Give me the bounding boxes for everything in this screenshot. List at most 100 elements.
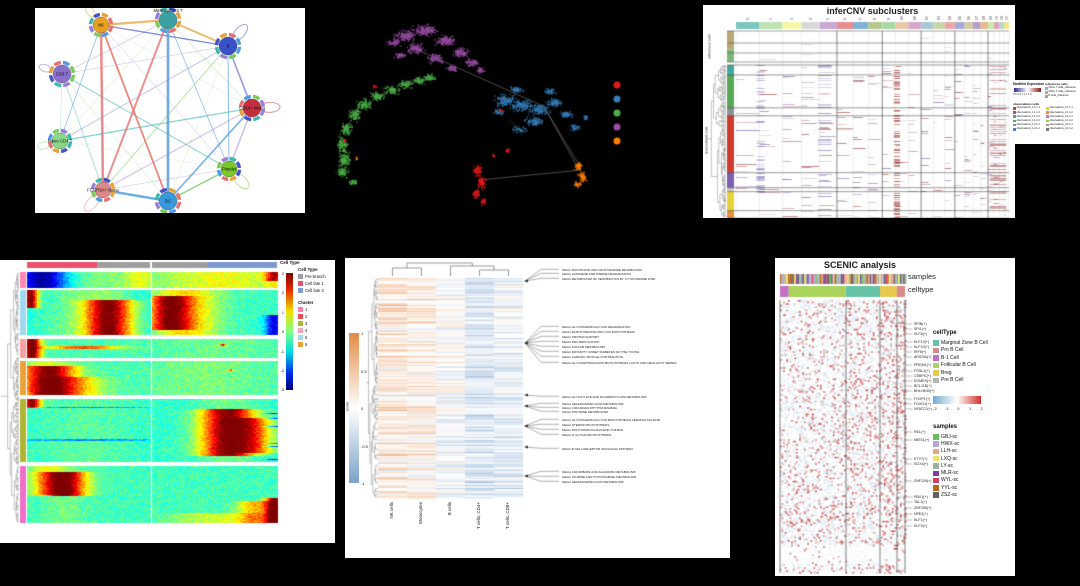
scenic-regulon-label: BHLHE40(+) <box>914 389 935 393</box>
panel-gsva-heatmap: score 1 0.5 0 -0.5 -1 NK cells Monocytes B cel… <box>345 258 730 558</box>
pseudotime-cluster-legend-item: 1 <box>305 306 308 312</box>
legend-swatch <box>298 342 303 347</box>
legend-swatch <box>298 288 303 293</box>
scenic-regulon-label: MEIS1(+) <box>914 438 930 442</box>
infercnv-obs-legend-item: observations_2.1.1.1 <box>1049 106 1073 110</box>
network-node-label: NK <box>98 23 104 28</box>
scenic-regulon-label: KLF3(+) <box>914 524 928 528</box>
pseudotime-cluster-legend-item: 3 <box>305 320 308 326</box>
legend-swatch <box>1046 128 1049 131</box>
pseudotime-colorbar-tick: 3 <box>281 271 284 276</box>
panel-infercnv: inferCNV subclusters references cells ob… <box>703 5 1015 218</box>
infercnv-obs-legend-item: observations_1.1.2.1 <box>1016 114 1040 118</box>
gsva-column-label: Monocytes <box>418 502 423 524</box>
infercnv-obs-legend-item: observations_2.2.1.2 <box>1049 127 1073 131</box>
legend-swatch <box>1013 128 1016 131</box>
infercnv-ref-legend-item: CD4+ T cells_reference <box>1048 86 1076 90</box>
gsva-canvas <box>345 258 730 558</box>
legend-swatch <box>1045 87 1048 90</box>
pseudotime-cluster-legend-item: 4 <box>305 327 308 333</box>
gsva-colorbar <box>349 333 359 483</box>
network-node-label: B <box>227 44 230 49</box>
legend-swatch <box>1013 115 1016 118</box>
infercnv-obs-legend-title: observations cells <box>1013 102 1040 106</box>
infercnv-expression-colorbar <box>1014 88 1041 92</box>
infercnv-observations-label: observations cells <box>704 126 709 155</box>
gsva-pathway-label: KEGG B CELL RECEPTOR SIGNALING PATHWAY <box>562 446 634 451</box>
gsva-pathway-label: KEGG PROTEIN EXPORT <box>562 334 600 339</box>
panel-scenic-heatmap: SCENIC analysis samples celltype cellTyp… <box>775 258 1015 576</box>
gsva-pathway-label: KEGG METABOLISM OF XENOBIOTICS BY CYTOCH… <box>562 276 656 281</box>
legend-swatch <box>933 370 939 376</box>
legend-swatch <box>1046 107 1049 110</box>
scenic-celltype-bar-label: celltype <box>908 285 934 294</box>
gsva-pathway-label: KEGG SELENOAMINO ACID METABOLISM <box>562 479 624 484</box>
scenic-regulon-label: BCL11B(+) <box>914 384 932 388</box>
infercnv-ref-legend-item: CD8+ T cells_reference <box>1048 90 1076 94</box>
scenic-regulon-label: EOMES(+) <box>914 379 932 383</box>
scenic-regulon-label: ARID3A(+) <box>914 355 932 359</box>
scenic-colorbar <box>933 396 981 404</box>
gsva-pathway-label: KEGG TAURINE AND HYPOTAURINE METABOLISM <box>562 474 637 479</box>
scenic-regulon-label: PBX1(+) <box>914 495 928 499</box>
cellchat-network-svg: Memory CD4 T NK B CD8 T CD14+ Mono Naive CD4 … <box>37 8 281 213</box>
gsva-pathway-label: KEGG GLYCOSAMINOGLYCAN DEGRADATION <box>562 324 631 329</box>
gsva-colorbar-tick: 0 <box>361 406 364 411</box>
infercnv-obs-legend-item: observations_1.1.1.2 <box>1016 110 1040 114</box>
legend-swatch <box>933 355 939 361</box>
gsva-column-label: T cells, CD8+ <box>505 502 510 530</box>
legend-swatch <box>298 321 303 326</box>
pseudotime-colorbar-tick: 1 <box>281 310 284 315</box>
legend-swatch <box>1013 111 1016 114</box>
legend-swatch <box>298 274 303 279</box>
pseudotime-colorbar-tick: -1 <box>280 349 284 354</box>
legend-swatch <box>298 328 303 333</box>
scenic-colorbar-tick: 1 <box>968 406 972 411</box>
legend-swatch <box>1045 91 1048 94</box>
scenic-regulon-label: FOSL2(+) <box>914 369 930 373</box>
pseudotime-cluster-legend-item: 2 <box>305 313 308 319</box>
gsva-colorbar-tick: 1 <box>361 331 364 336</box>
legend-swatch <box>298 314 303 319</box>
infercnv-title: inferCNV subclusters <box>826 6 919 16</box>
gsva-pathway-label: KEGG DNA REPLICATION <box>562 339 600 344</box>
panel-pseudotime-heatmap: Cell Type 3 2 1 0 -1 -2 -3 Cell Type Pre-branch… <box>0 260 335 543</box>
infercnv-obs-legend-item: observations_1.1.2.2 <box>1016 118 1040 122</box>
legend-swatch <box>933 441 939 447</box>
scenic-regulon-label: KLF13(+) <box>914 340 930 344</box>
network-node-label: Memory CD4 T <box>153 8 182 13</box>
scenic-regulon-label: NFE2(+) <box>914 512 928 516</box>
legend-swatch <box>298 307 303 312</box>
gsva-pathway-label: KEGG LIMONENE AND PINENE DEGRADATION <box>562 271 631 276</box>
scenic-celltype-legend-item: Pro B Cell <box>941 347 964 354</box>
gsva-column-label: NK cells <box>389 502 394 519</box>
legend-swatch <box>933 485 939 491</box>
scenic-regulon-label: PRDM1(+) <box>914 363 932 367</box>
scenic-regulon-label: SOX4(+) <box>914 462 929 466</box>
infercnv-expression-legend-title: Modified Expression <box>1013 82 1045 86</box>
legend-swatch <box>933 347 939 353</box>
infercnv-obs-legend-item: observations_1.1.1.1 <box>1016 106 1040 110</box>
network-node-label: CD8 T <box>56 72 69 77</box>
network-node-label: CD14+ Mono <box>239 106 265 111</box>
gsva-colorbar-tick: 0.5 <box>361 368 367 374</box>
scenic-celltype-legend-item: Follicular B Cell <box>941 362 976 369</box>
gsva-pathway-label: KEGG SELENOAMINO ACID METABOLISM <box>562 401 624 406</box>
legend-swatch <box>933 492 939 498</box>
legend-swatch <box>1013 119 1016 123</box>
scenic-regulon-label: KLF10(+) <box>914 345 930 349</box>
gsva-column-label: T cells, CD4+ <box>476 502 481 530</box>
pseudotime-cluster-legend-item: 5 <box>305 334 308 340</box>
scenic-samples-legend-item: YYL-sc <box>941 484 958 491</box>
scenic-samples-legend-item: WYL-sc <box>941 477 959 484</box>
legend-swatch <box>933 463 939 469</box>
gsva-column-label: B cells <box>447 502 452 516</box>
legend-swatch <box>933 448 939 455</box>
gsva-pathway-label: KEGG MATURITY ONSET DIABETES OF THE YOUN… <box>562 349 640 354</box>
gsva-pathway-label: KEGG NON HOMOLOGOUS END JOINING <box>562 427 624 432</box>
scenic-regulon-label: KLF6(+) <box>914 332 928 336</box>
gsva-pathway-label: KEGG HISTIDINE METABOLISM <box>562 409 609 414</box>
gsva-pathway-label: KEGG CIRCADIAN RHYTHM MAMMAL <box>562 405 618 410</box>
scenic-samples-legend-title: samples <box>933 424 958 430</box>
